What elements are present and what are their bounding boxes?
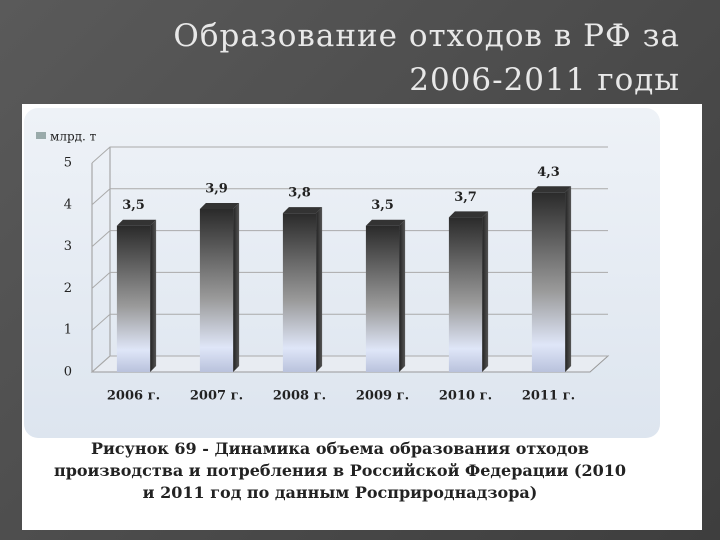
- bar-side: [233, 202, 240, 372]
- y-axis-label: млрд. т: [50, 130, 97, 144]
- value-label: 3,5: [371, 198, 394, 213]
- x-tick-label: 2009 г.: [356, 389, 409, 404]
- value-label: 3,7: [454, 190, 477, 205]
- bar: [199, 208, 234, 372]
- bar-top: [365, 219, 406, 226]
- bar: [365, 225, 400, 372]
- y-tick-label: 1: [64, 323, 72, 338]
- bar-side: [565, 186, 572, 372]
- bar: [448, 217, 483, 372]
- bar-side: [150, 219, 157, 372]
- bar-top: [448, 211, 489, 218]
- value-label: 3,8: [288, 186, 311, 201]
- bar-top: [531, 186, 572, 193]
- bar-side: [316, 207, 323, 372]
- bar-top: [282, 207, 323, 214]
- x-tick-label: 2006 г.: [107, 389, 160, 404]
- grid-line: [91, 271, 608, 289]
- grid-line: [91, 230, 608, 247]
- value-label: 4,3: [537, 165, 560, 180]
- bar-side: [482, 211, 489, 372]
- bar: [282, 213, 317, 372]
- grid-line: [91, 188, 608, 206]
- y-tick-label: 2: [64, 281, 72, 296]
- x-tick-label: 2011 г.: [522, 389, 575, 404]
- grid-line: [91, 355, 608, 373]
- x-tick-label: 2010 г.: [439, 389, 492, 404]
- x-tick-label: 2008 г.: [273, 389, 326, 404]
- y-tick-label: 3: [64, 239, 72, 254]
- floor: [90, 355, 610, 373]
- bar: [116, 225, 151, 372]
- value-label: 3,5: [122, 198, 145, 213]
- legend-swatch: [36, 132, 46, 139]
- y-tick-label: 4: [64, 197, 72, 212]
- bar-side: [399, 219, 406, 372]
- bar: [531, 192, 566, 372]
- caption: Рисунок 69 - Динамика объема образования…: [53, 439, 626, 502]
- y-tick-label: 0: [64, 365, 72, 380]
- grid-line: [91, 146, 608, 164]
- x-tick-label: 2007 г.: [190, 389, 243, 404]
- value-label: 3,9: [205, 181, 228, 196]
- slide-title: Образование отходов в РФ за 2006-2011 го…: [173, 18, 680, 98]
- y-tick-label: 5: [64, 156, 72, 171]
- bar-top: [116, 219, 157, 226]
- bar-top: [199, 202, 240, 209]
- grid-line: [91, 313, 608, 331]
